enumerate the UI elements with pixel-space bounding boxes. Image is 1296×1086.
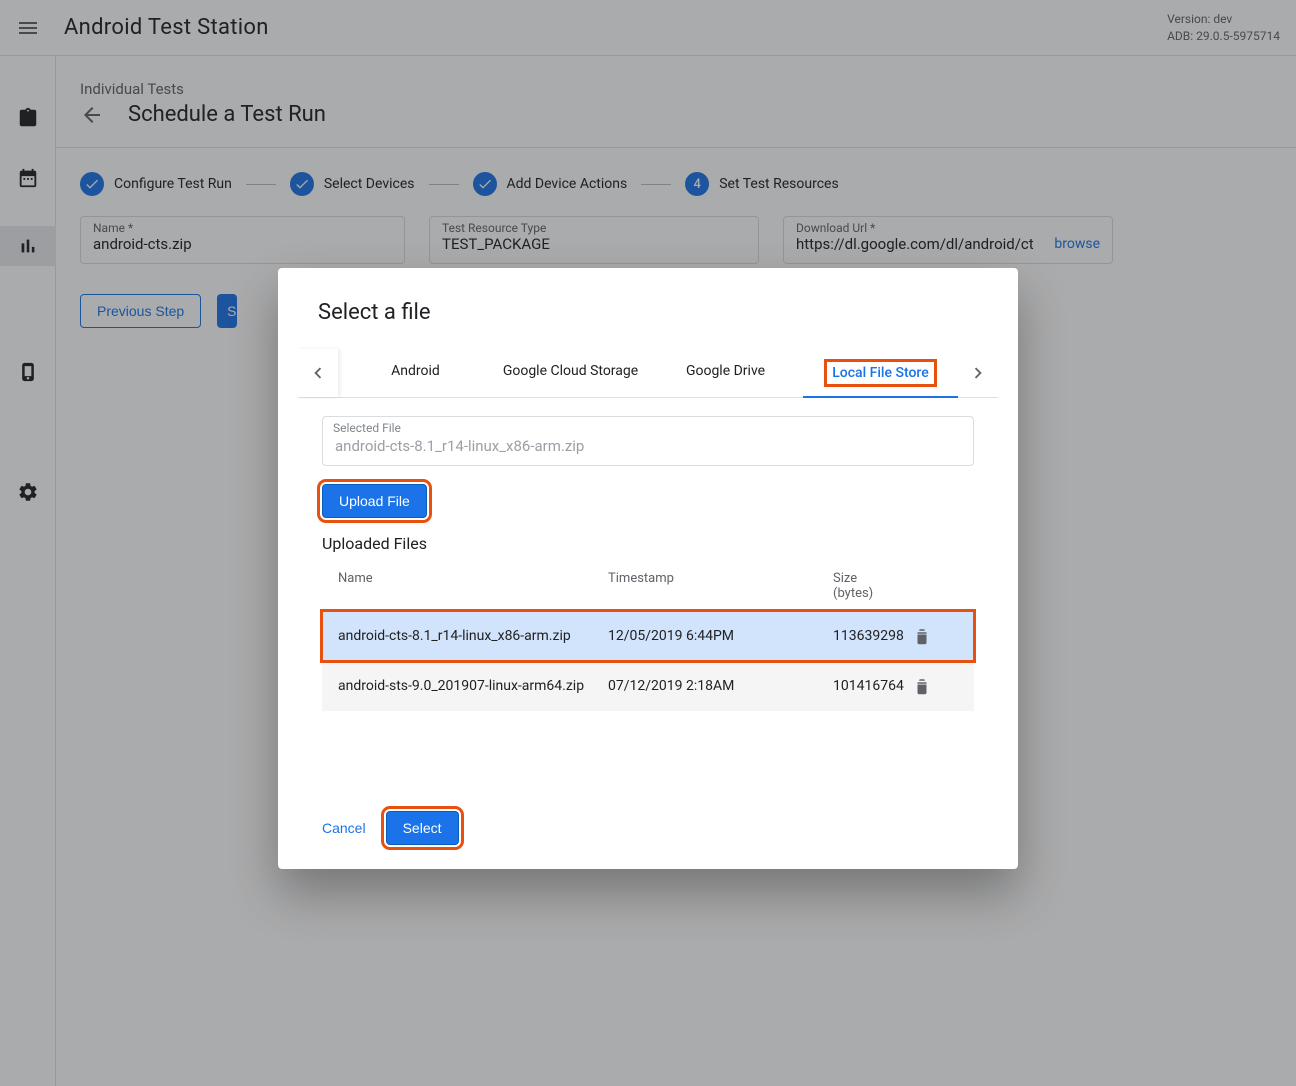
tab-scroll-right-icon[interactable]: [958, 349, 998, 397]
delete-icon[interactable]: [913, 627, 953, 645]
file-name: android-sts-9.0_201907-linux-arm64.zip: [338, 678, 608, 694]
table-row[interactable]: android-cts-8.1_r14-linux_x86-arm.zip 12…: [322, 611, 974, 661]
col-size: Size (bytes): [833, 571, 913, 601]
select-button[interactable]: Select: [386, 811, 459, 845]
col-name: Name: [338, 571, 608, 601]
file-timestamp: 07/12/2019 2:18AM: [608, 678, 833, 694]
file-timestamp: 12/05/2019 6:44PM: [608, 628, 833, 644]
table-header: Name Timestamp Size (bytes): [322, 561, 974, 611]
selected-file-label: Selected File: [333, 421, 401, 435]
file-size: 101416764: [833, 678, 913, 694]
tab-gcs[interactable]: Google Cloud Storage: [493, 349, 648, 397]
tab-row: Android Google Cloud Storage Google Driv…: [298, 349, 998, 398]
upload-file-button[interactable]: Upload File: [322, 484, 427, 518]
modal-footer: Cancel Select: [310, 811, 986, 845]
table-row[interactable]: android-sts-9.0_201907-linux-arm64.zip 0…: [322, 661, 974, 711]
tab-android[interactable]: Android: [338, 349, 493, 397]
tab-local-file-store[interactable]: Local File Store: [803, 349, 958, 397]
modal-overlay[interactable]: Select a file Android Google Cloud Stora…: [0, 0, 1296, 1086]
file-name: android-cts-8.1_r14-linux_x86-arm.zip: [338, 628, 608, 644]
tab-scroll-left-icon[interactable]: [298, 349, 338, 397]
tab-drive[interactable]: Google Drive: [648, 349, 803, 397]
uploaded-files-table: Name Timestamp Size (bytes) android-cts-…: [322, 561, 974, 711]
col-timestamp: Timestamp: [608, 571, 833, 601]
uploaded-files-title: Uploaded Files: [322, 534, 974, 553]
selected-file-value: android-cts-8.1_r14-linux_x86-arm.zip: [335, 437, 961, 455]
file-select-modal: Select a file Android Google Cloud Stora…: [278, 268, 1018, 869]
cancel-button[interactable]: Cancel: [310, 812, 378, 844]
delete-icon[interactable]: [913, 677, 953, 695]
modal-title: Select a file: [318, 300, 978, 325]
tab-label: Local File Store: [828, 363, 932, 383]
selected-file-field[interactable]: Selected File android-cts-8.1_r14-linux_…: [322, 416, 974, 466]
file-size: 113639298: [833, 628, 913, 644]
